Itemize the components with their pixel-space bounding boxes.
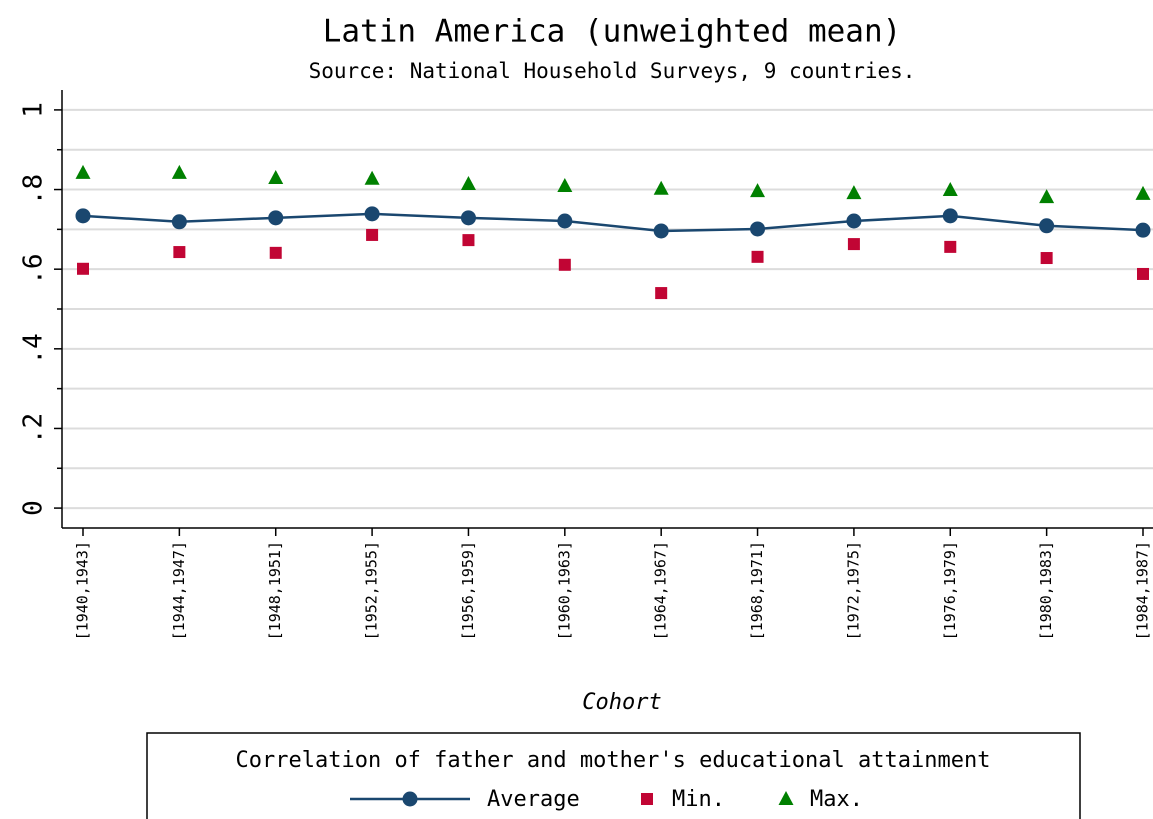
point [268, 210, 284, 226]
series-line [82, 212, 1144, 233]
point [944, 240, 957, 253]
point [750, 183, 766, 198]
point [77, 262, 89, 275]
chart-title: Latin America (unweighted mean) [323, 14, 902, 50]
point [653, 180, 669, 195]
y-tick-label: .8 [19, 174, 49, 205]
point [942, 181, 958, 196]
point [171, 164, 187, 179]
legend-box [146, 732, 1081, 819]
point [655, 287, 668, 300]
point [653, 223, 669, 239]
legend-label: Max. [810, 787, 863, 812]
point [750, 221, 766, 237]
legend-title: Correlation of father and mother's educa… [236, 748, 991, 773]
point [942, 208, 958, 224]
legend-label: Average [487, 787, 580, 812]
point [1039, 189, 1055, 204]
x-tick-label: [1940,1943] [74, 541, 92, 640]
x-axis-title: Cohort [582, 690, 661, 715]
point [751, 250, 764, 263]
point [1135, 222, 1151, 238]
y-tick-label: .6 [19, 254, 49, 285]
x-tick-label: [1964,1967] [652, 541, 670, 640]
point [1137, 267, 1149, 280]
x-tick-label: [1968,1971] [748, 541, 766, 640]
legend-marker [778, 791, 794, 805]
y-tick-label: .2 [19, 413, 49, 444]
point [75, 164, 91, 179]
x-tick-label: [1956,1959] [459, 541, 477, 640]
x-tick-label: [1952,1955] [363, 541, 381, 640]
point [846, 213, 862, 229]
point [557, 213, 573, 229]
point [1135, 185, 1151, 200]
point [173, 246, 186, 259]
point [846, 185, 862, 200]
point [1039, 218, 1055, 234]
chart-subtitle: Source: National Household Surveys, 9 co… [309, 59, 916, 83]
point [1040, 252, 1053, 265]
point [364, 206, 380, 222]
point [268, 169, 284, 184]
point [558, 258, 571, 271]
y-tick-label: 0 [19, 500, 49, 516]
y-tick-label: 1 [19, 102, 49, 118]
point [460, 210, 476, 226]
y-tick-label: .4 [19, 333, 49, 364]
legend-marker [641, 793, 653, 805]
x-tick-label: [1948,1951] [266, 541, 284, 640]
x-tick-label: [1976,1979] [941, 541, 959, 640]
legend-label: Min. [672, 787, 725, 812]
point [75, 208, 91, 224]
point [171, 214, 187, 230]
point [364, 170, 380, 185]
x-tick-label: [1972,1975] [844, 541, 862, 640]
point [847, 238, 860, 251]
point [462, 234, 475, 247]
x-tick-label: [1980,1983] [1037, 541, 1055, 640]
point [366, 228, 379, 241]
point [269, 246, 282, 259]
point [557, 177, 573, 192]
legend-marker [402, 791, 418, 807]
x-tick-label: [1944,1947] [170, 541, 188, 640]
x-tick-label: [1960,1963] [555, 541, 573, 640]
x-tick-label: [1984,1987] [1134, 541, 1152, 640]
point [460, 175, 476, 190]
